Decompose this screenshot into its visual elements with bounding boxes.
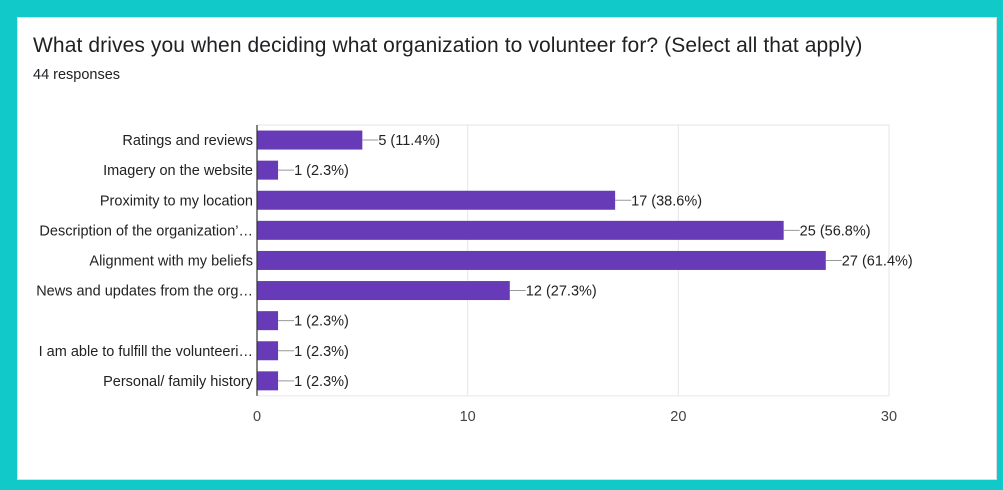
question-title: What drives you when deciding what organ… <box>33 34 863 57</box>
data-label: 1 (2.3%) <box>294 163 349 179</box>
bar <box>257 371 279 391</box>
data-label: 1 (2.3%) <box>294 344 349 360</box>
data-label: 12 (27.3%) <box>526 284 597 300</box>
x-tick-label: 0 <box>253 409 261 425</box>
category-label: News and updates from the org… <box>36 284 253 300</box>
category-label: Ratings and reviews <box>122 133 253 149</box>
bar <box>257 160 279 180</box>
data-label: 1 (2.3%) <box>294 374 349 390</box>
data-label: 25 (56.8%) <box>800 223 871 239</box>
ticks-layer: 0 10 20 30 <box>253 125 897 425</box>
data-label: 17 (38.6%) <box>631 193 702 209</box>
x-tick-label: 10 <box>460 409 476 425</box>
data-label: 5 (11.4%) <box>378 133 440 149</box>
category-label: Alignment with my beliefs <box>89 253 253 269</box>
category-label: Proximity to my location <box>100 193 253 209</box>
category-label: Personal/ family history <box>103 374 254 390</box>
category-label: I am able to fulfill the volunteeri… <box>39 344 253 360</box>
bars-layer <box>257 130 826 391</box>
labels-layer: Ratings and reviews 5 (11.4%) Imagery on t… <box>36 133 913 390</box>
bar <box>257 250 826 270</box>
bar <box>257 311 279 331</box>
category-label: Description of the organization’… <box>39 223 253 239</box>
bar <box>257 341 279 361</box>
data-label: 1 (2.3%) <box>294 314 349 330</box>
responses-count: 44 responses <box>33 67 121 83</box>
bar <box>257 190 616 210</box>
bar <box>257 281 510 301</box>
chart-card <box>17 17 997 480</box>
x-tick-label: 30 <box>881 409 897 425</box>
bar <box>257 130 363 150</box>
category-label: Imagery on the website <box>103 163 253 179</box>
x-tick-label: 20 <box>670 409 686 425</box>
bar <box>257 220 784 240</box>
outer-frame <box>5 5 998 485</box>
data-label: 27 (61.4%) <box>842 253 913 269</box>
